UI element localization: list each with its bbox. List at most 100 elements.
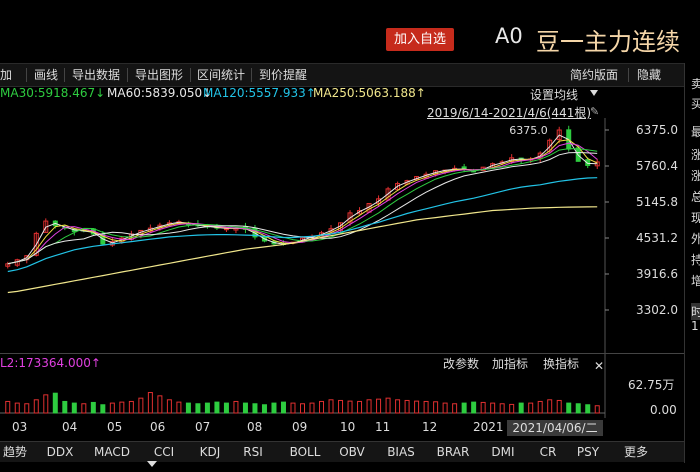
toolbar-add[interactable]: 加 [0,68,13,82]
volume-bar [71,402,77,414]
volume-bar [594,405,600,414]
toolbar-price-alert[interactable]: 到价提醒 [259,68,308,82]
volume-bar [480,401,486,414]
quote-label: 增 [691,274,700,288]
tab-obv[interactable]: OBV [339,445,365,459]
add-indicator-button[interactable]: 加指标 [492,357,529,371]
tab-trend[interactable]: 趋势 [2,445,27,459]
tab-brar[interactable]: BRAR [436,445,470,459]
date-range-label[interactable]: 2019/6/14-2021/4/6(441根) [427,106,592,120]
chevron-down-icon[interactable] [590,90,598,96]
toolbar-hide[interactable]: 隐藏 [637,68,662,82]
price-tick-label: 6375.0 [636,123,678,137]
volume-bar [528,402,534,414]
volume-bar [566,402,572,414]
toolbar-draw-line[interactable]: 画线 [34,68,59,82]
tab-ddx[interactable]: DDX [46,445,74,459]
max-price-annotation: 6375.0 [509,124,548,137]
toolbar-range-stats[interactable]: 区间统计 [197,68,246,82]
volume-bar [119,401,125,414]
volume-bar [43,394,49,414]
volume-bar [176,401,182,414]
switch-indicator-button[interactable]: 换指标 [543,357,580,371]
candle-body [328,228,334,233]
set-ma-button[interactable]: 设置均线 [530,88,579,102]
volume-bar [90,401,96,414]
quote-label: 1 [691,319,699,333]
volume-bar [100,404,106,414]
close-icon[interactable]: ✕ [594,359,605,373]
volume-bar [328,399,334,414]
x-tick: 10 [340,420,356,434]
quote-label: 时 [691,303,700,320]
volume-bar [204,402,210,414]
tab-cr[interactable]: CR [539,445,557,459]
time-axis: 03 04 05 06 07 08 09 10 11 12 2021 [0,420,610,438]
tab-more[interactable]: 更多 [623,445,648,459]
tab-bias[interactable]: BIAS [387,445,415,459]
x-tick: 09 [292,420,308,434]
volume-bar [404,399,410,414]
volume-bar [271,402,277,414]
volume-bar [338,399,344,414]
add-to-watchlist-button[interactable]: 加入自选 [386,28,454,51]
tab-dmi[interactable]: DMI [491,445,515,459]
price-tick-label: 3302.0 [636,303,678,317]
volume-bar [585,404,591,414]
volume-bar [157,395,163,414]
chevron-down-icon[interactable] [147,461,157,467]
change-params-button[interactable]: 改参数 [443,357,480,371]
toolbar-simple-layout[interactable]: 简约版面 [570,68,619,82]
x-tick: 11 [375,420,391,434]
volume-bar [452,403,458,414]
volume-axis-min: 0.00 [650,403,677,417]
volume-bar [575,403,581,414]
quote-label: 涨 [691,148,700,162]
volume-bar [81,403,87,414]
ma-lines [7,134,598,294]
toolbar-divider [64,68,65,82]
candle-body [556,129,562,141]
volume-bar [252,403,258,414]
tab-psy[interactable]: PSY [576,445,600,459]
price-chart[interactable]: 6375.0 5760.4 5145.8 4531.2 3916.6 3302.0 637… [0,118,684,438]
candle-body [376,198,382,204]
volume-indicator-label: L2:173364.000↑ [0,356,101,370]
volume-bar [185,402,191,414]
volume-bar [195,403,201,414]
tab-rsi[interactable]: RSI [243,445,263,459]
tab-macd[interactable]: MACD [94,445,130,459]
toolbar-divider [26,68,27,82]
quote-label: 最 [691,125,700,139]
cursor-date: 2021/04/06/二 [507,420,603,436]
volume-bar [300,403,305,414]
tab-boll[interactable]: BOLL [289,445,321,459]
toolbar-export-data[interactable]: 导出数据 [72,68,121,82]
quote-label: 现 [691,211,700,225]
indicator-tabs: 趋势 DDX MACD CCI KDJ RSI BOLL OBV BIAS BR… [0,441,700,462]
volume-bar [147,392,153,414]
volume-bar [242,402,248,414]
toolbar-export-image[interactable]: 导出图形 [135,68,184,82]
tab-cci[interactable]: CCI [153,445,175,459]
quote-label: 涨 [691,169,700,183]
quote-label: 外 [691,232,700,246]
volume-bar [442,402,448,414]
volume-bars [0,392,605,414]
x-tick: 06 [150,420,166,434]
volume-bar [290,402,296,414]
quote-label: 卖 [691,77,700,91]
pin-icon[interactable]: ✎ [590,105,600,118]
toolbar-divider [251,68,252,82]
title-bar [0,0,700,60]
candle-body [357,210,363,215]
volume-bar [395,399,401,414]
candle-body [5,263,11,267]
x-tick: 08 [247,420,263,434]
volume-bar [233,400,239,414]
volume-bar [499,403,505,414]
volume-bar [385,397,391,414]
volume-bar [109,402,115,414]
tab-kdj[interactable]: KDJ [199,445,221,459]
volume-bar [471,401,477,414]
